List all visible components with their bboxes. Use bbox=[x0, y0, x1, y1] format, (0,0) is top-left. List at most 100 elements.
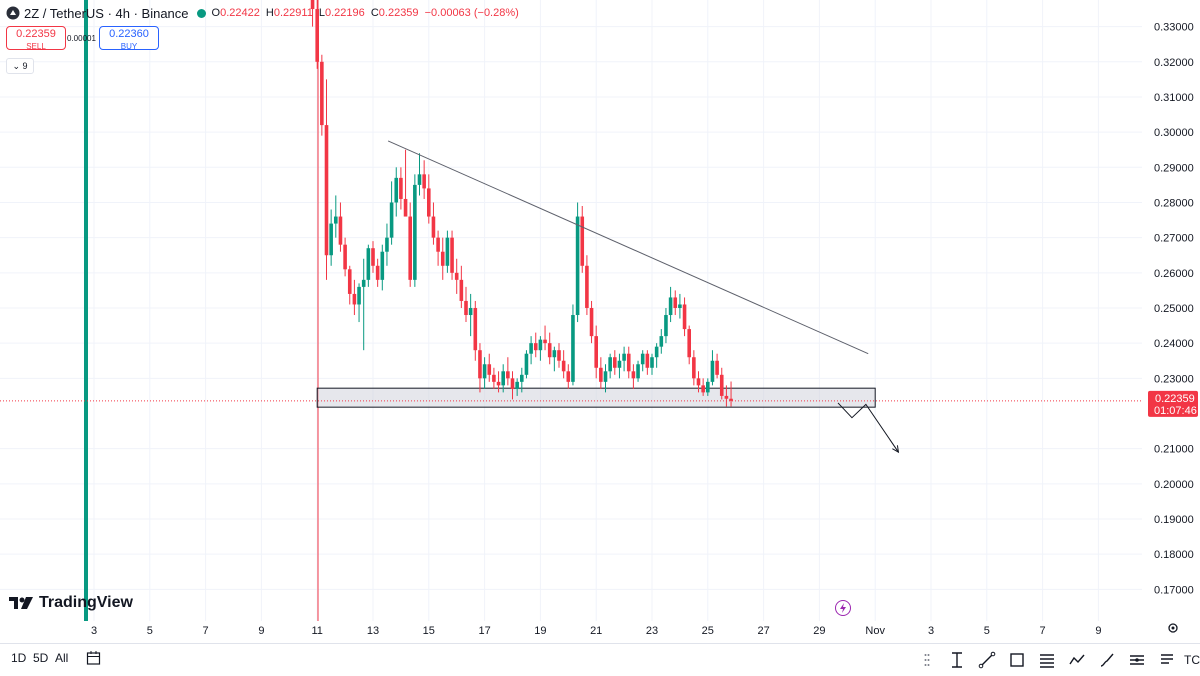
x-tick-label: 15 bbox=[423, 625, 435, 637]
candle-body bbox=[357, 286, 361, 305]
candle-body bbox=[626, 353, 631, 372]
badge-price: 0.22359 bbox=[1155, 393, 1195, 405]
drawings-layer[interactable] bbox=[0, 140, 1142, 454]
timeframe-1d[interactable]: 1D bbox=[11, 651, 27, 665]
tradingview-logo: TradingView bbox=[9, 594, 133, 612]
pattern-icon[interactable] bbox=[1062, 645, 1092, 675]
candle-body bbox=[506, 371, 510, 379]
candle-body bbox=[668, 297, 673, 316]
y-tick-label: 0.23000 bbox=[1154, 373, 1194, 385]
brand-text: TradingView bbox=[39, 594, 133, 611]
candle-body bbox=[710, 360, 715, 382]
candle-body bbox=[403, 198, 408, 217]
candle-body bbox=[338, 216, 343, 245]
candle-body bbox=[650, 357, 654, 368]
candle-body bbox=[678, 304, 682, 308]
candle-body bbox=[496, 381, 501, 386]
calendar-range-icon[interactable] bbox=[86, 650, 102, 666]
close-label: C bbox=[370, 7, 379, 19]
open-value: 0.22422 bbox=[220, 7, 260, 19]
candle-body bbox=[529, 343, 533, 354]
candle-body bbox=[468, 307, 473, 316]
candle-body bbox=[552, 350, 557, 358]
timezone-label[interactable]: TC+6 bbox=[1184, 653, 1200, 667]
candle-body bbox=[310, 0, 315, 10]
candle-body bbox=[645, 353, 650, 368]
y-tick-label: 0.29000 bbox=[1154, 162, 1194, 174]
x-tick-label: 3 bbox=[928, 625, 934, 637]
fib-icon[interactable] bbox=[1032, 645, 1062, 675]
symbol-title[interactable]: 2Z / TetherUS · 4h · Binance bbox=[24, 5, 189, 21]
candle-body bbox=[719, 374, 724, 396]
price-badge: 0.22359 01:07:46 bbox=[1148, 390, 1198, 417]
candle-body bbox=[436, 237, 440, 252]
candle-body bbox=[417, 174, 422, 185]
buy-button[interactable]: 0.22360 BUY bbox=[99, 26, 159, 51]
candle-body bbox=[654, 346, 659, 358]
candle-body bbox=[431, 216, 436, 238]
candle-body bbox=[361, 279, 366, 287]
y-tick-label: 0.33000 bbox=[1154, 22, 1194, 34]
candle-body bbox=[613, 357, 617, 368]
candle-body bbox=[371, 248, 375, 266]
candle-body bbox=[543, 339, 547, 344]
x-tick-label: 11 bbox=[311, 625, 322, 637]
x-tick-label: 19 bbox=[534, 625, 546, 637]
drag-handle-icon[interactable] bbox=[912, 645, 942, 675]
sell-label: SELL bbox=[26, 42, 46, 51]
candle-body bbox=[673, 297, 678, 308]
buy-price: 0.22360 bbox=[109, 28, 149, 40]
candle-body bbox=[464, 300, 468, 316]
x-tick-label: 29 bbox=[813, 625, 825, 637]
candle-body bbox=[399, 177, 403, 199]
x-tick-label: 7 bbox=[203, 625, 209, 637]
candle-body bbox=[557, 350, 561, 361]
timeframe-all[interactable]: All bbox=[55, 651, 69, 665]
text-icon[interactable] bbox=[1152, 645, 1182, 675]
candle-body bbox=[440, 251, 445, 266]
support-zone-rect[interactable] bbox=[316, 387, 876, 408]
candle-body bbox=[701, 385, 705, 393]
trendline-icon[interactable] bbox=[972, 645, 1002, 675]
low-value: 0.22196 bbox=[325, 7, 365, 19]
candle-body bbox=[547, 343, 552, 358]
drawing-tools: TC+6 bbox=[912, 644, 1200, 676]
descending-trendline[interactable] bbox=[387, 140, 869, 355]
indicators-toggle[interactable]: ⌄ 9 bbox=[6, 58, 34, 74]
time-axis[interactable]: 3 5 7 9 11 13 15 17 19 21 23 25 27 29 Nov 3 5 7 9 bbox=[91, 625, 1102, 637]
price-axis[interactable]: 0.33000 0.32000 0.31000 0.30000 0.29000 0.280… bbox=[1154, 22, 1194, 597]
candle-body bbox=[510, 378, 515, 389]
candle-body bbox=[347, 269, 352, 294]
timeframe-5d[interactable]: 5D bbox=[33, 651, 49, 665]
sell-button[interactable]: 0.22359 SELL bbox=[6, 26, 66, 51]
cursor-icon[interactable] bbox=[942, 645, 972, 675]
candle-body bbox=[696, 378, 701, 386]
candle-body bbox=[571, 315, 575, 382]
candle-body bbox=[659, 336, 664, 347]
close-value: 0.22359 bbox=[378, 7, 419, 19]
candle-body bbox=[408, 216, 412, 280]
rectangle-icon[interactable] bbox=[1002, 645, 1032, 675]
candle-body bbox=[389, 202, 394, 238]
measure-icon[interactable] bbox=[1122, 645, 1152, 675]
flash-icon[interactable] bbox=[835, 600, 851, 616]
candle-body bbox=[343, 244, 347, 270]
x-tick-label: 13 bbox=[367, 625, 379, 637]
candle-body bbox=[617, 360, 622, 368]
support-zone[interactable] bbox=[316, 387, 876, 408]
indicators-count: 9 bbox=[22, 61, 28, 71]
candle-body bbox=[706, 381, 710, 393]
candle-body bbox=[561, 360, 566, 372]
spread-value: 0.00001 bbox=[67, 34, 96, 43]
grid-lines bbox=[0, 0, 1142, 621]
x-tick-label: 7 bbox=[1040, 625, 1046, 637]
change-value: −0.00063 (−0.28%) bbox=[424, 7, 519, 19]
brush-icon[interactable] bbox=[1092, 645, 1122, 675]
gear-icon[interactable] bbox=[1167, 622, 1179, 634]
bottom-toolbar: 1D 5D All TC+6 bbox=[0, 643, 1200, 676]
candle-body bbox=[320, 61, 324, 126]
projection-path[interactable] bbox=[837, 402, 899, 453]
candle-body bbox=[478, 350, 482, 379]
candle-body bbox=[520, 374, 524, 382]
